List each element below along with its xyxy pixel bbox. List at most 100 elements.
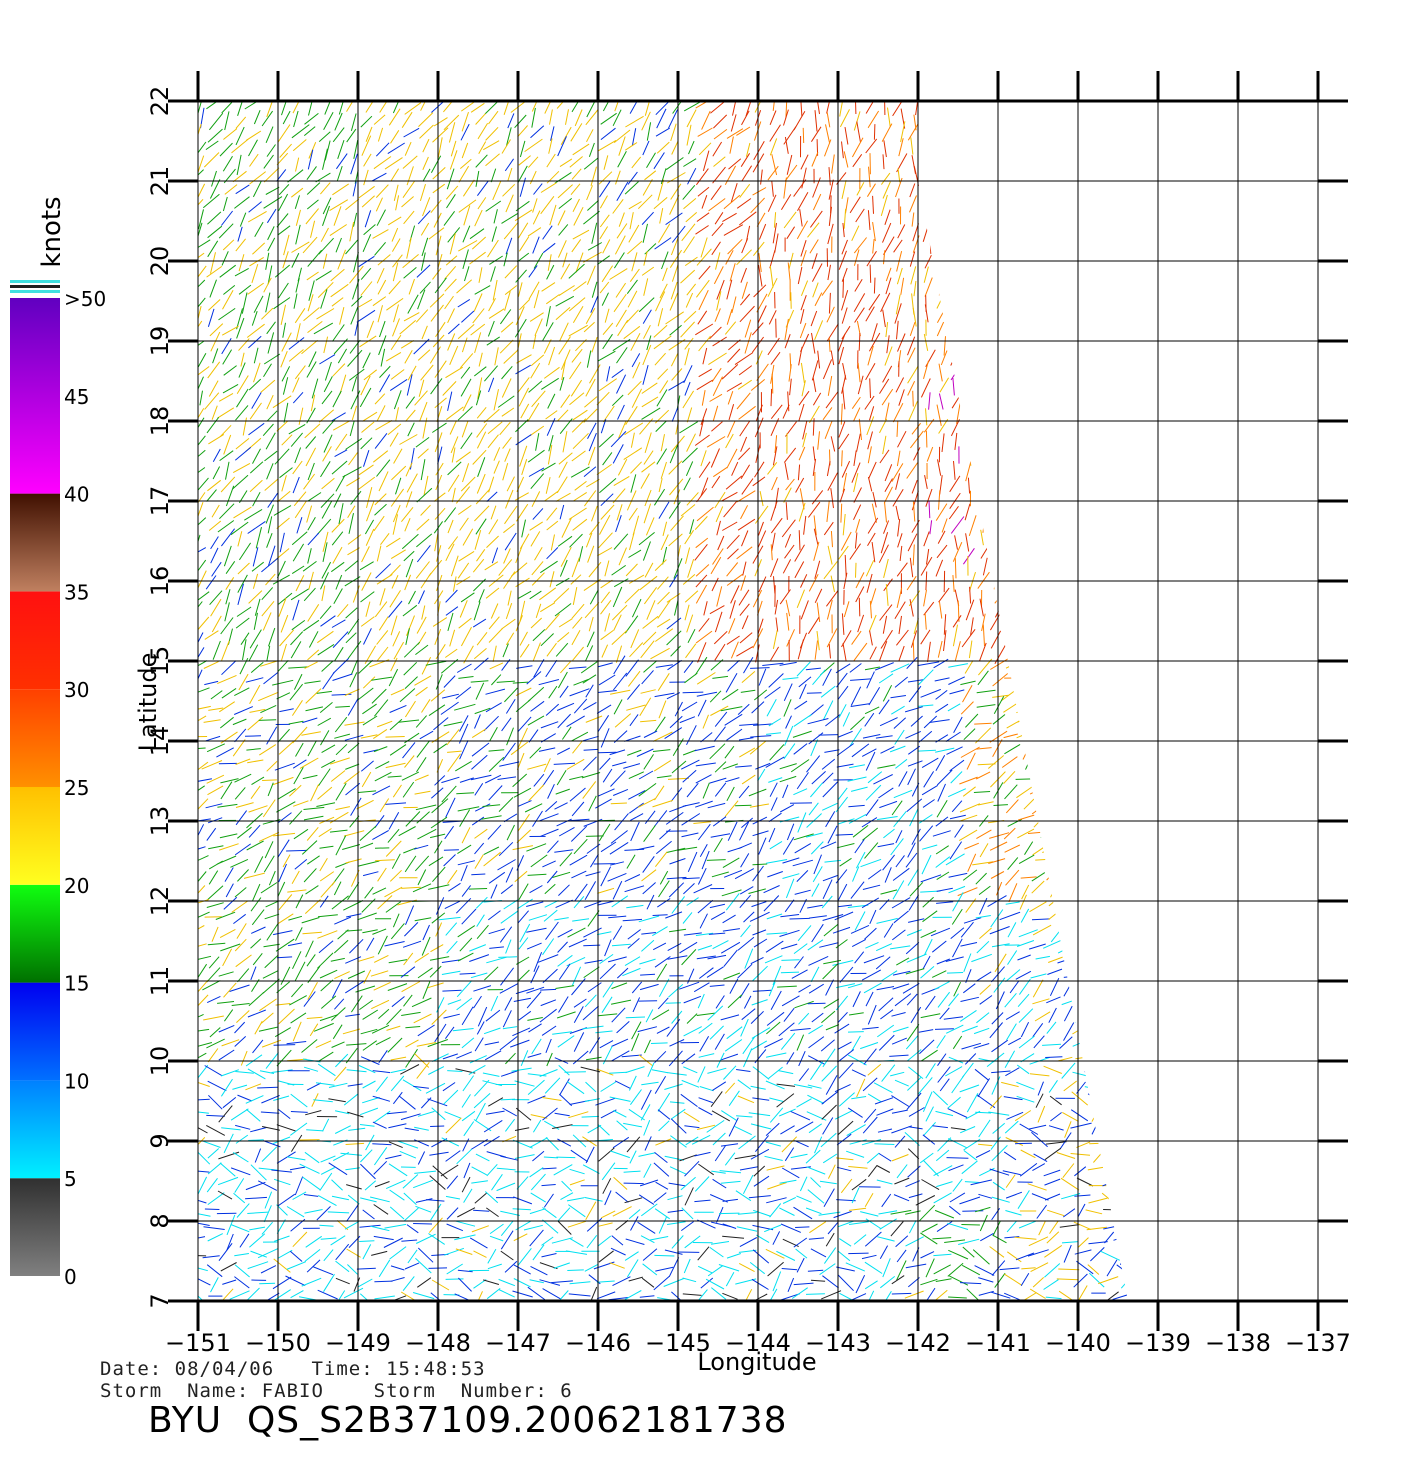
- wind-vector: [821, 895, 833, 909]
- wind-vector: [669, 292, 679, 311]
- wind-vector: [281, 643, 287, 661]
- wind-vector: [1008, 112, 1013, 129]
- wind-vector: [935, 1110, 954, 1117]
- wind-vector: [1092, 335, 1097, 357]
- wind-vector: [477, 377, 483, 399]
- wind-vector: [292, 391, 304, 404]
- wind-vector: [441, 785, 457, 803]
- wind-vector: [1112, 818, 1128, 827]
- wind-vector: [531, 491, 541, 508]
- wind-vector: [320, 995, 337, 1009]
- wind-vector: [372, 1143, 392, 1146]
- wind-vector: [330, 268, 345, 282]
- wind-vector: [444, 278, 457, 292]
- wind-vector: [1096, 444, 1099, 465]
- wind-vector: [234, 787, 246, 800]
- wind-vector: [686, 897, 699, 906]
- wind-vector: [557, 136, 567, 157]
- wind-vector: [443, 849, 459, 851]
- wind-vector: [682, 390, 695, 409]
- wind-vector: [752, 965, 768, 981]
- wind-vector: [800, 154, 809, 170]
- wind-vector: [948, 993, 959, 1007]
- wind-vector: [492, 180, 502, 201]
- wind-vector: [469, 228, 485, 240]
- wind-vector: [487, 434, 499, 449]
- wind-vector: [469, 944, 486, 952]
- wind-vector: [350, 153, 358, 175]
- wind-vector: [628, 224, 640, 243]
- wind-vector: [962, 684, 973, 703]
- wind-vector: [290, 641, 302, 659]
- wind-vector: [968, 515, 977, 537]
- wind-vector: [331, 297, 344, 307]
- wind-vector: [669, 324, 682, 336]
- wind-vector: [976, 747, 992, 750]
- wind-vector: [208, 956, 220, 969]
- wind-vector: [499, 339, 514, 354]
- wind-vector: [461, 142, 469, 159]
- wind-vector: [666, 630, 682, 646]
- wind-vector: [1124, 445, 1128, 466]
- wind-vector: [977, 290, 989, 311]
- wind-vector: [365, 126, 373, 142]
- wind-vector: [320, 730, 330, 746]
- wind-vector: [1007, 857, 1019, 871]
- wind-vector: [271, 1069, 293, 1073]
- wind-vector: [920, 629, 931, 645]
- wind-vector: [681, 949, 697, 966]
- wind-vector: [372, 229, 389, 239]
- wind-vector: [1026, 472, 1031, 492]
- wind-vector: [389, 704, 407, 713]
- wind-vector: [517, 716, 532, 733]
- wind-vector: [951, 908, 963, 925]
- wind-vector: [415, 715, 427, 728]
- wind-vector: [808, 573, 819, 592]
- wind-vector: [710, 556, 722, 575]
- wind-vector: [348, 512, 354, 534]
- wind-vector: [404, 518, 411, 532]
- wind-vector: [447, 519, 454, 534]
- wind-vector: [264, 955, 279, 969]
- wind-vector: [374, 432, 388, 449]
- wind-vector: [1090, 717, 1106, 733]
- wind-vector: [908, 1126, 923, 1130]
- wind-vector: [302, 774, 318, 780]
- wind-vector: [459, 809, 471, 827]
- wind-vector: [331, 895, 349, 910]
- wind-vector: [665, 1002, 681, 1004]
- wind-vector: [643, 754, 654, 770]
- wind-vector: [488, 377, 495, 393]
- wind-vector: [808, 983, 824, 994]
- wind-vector: [639, 983, 659, 991]
- wind-vector: [247, 1009, 266, 1018]
- wind-vector: [1011, 275, 1017, 295]
- wind-vector: [422, 924, 430, 941]
- wind-vector: [923, 531, 930, 547]
- wind-vector: [586, 631, 595, 648]
- wind-vector: [462, 249, 469, 270]
- wind-vector: [854, 307, 865, 323]
- wind-vector: [697, 186, 710, 197]
- wind-vector: [1084, 976, 1106, 978]
- wind-vector: [1031, 872, 1046, 882]
- wind-vector: [1063, 975, 1078, 978]
- wind-vector: [273, 1044, 296, 1046]
- wind-vector: [688, 140, 695, 155]
- wind-vector: [236, 923, 247, 939]
- wind-vector: [292, 460, 303, 475]
- wind-vector: [867, 476, 873, 492]
- wind-vector: [390, 657, 398, 672]
- wind-vector: [540, 560, 558, 574]
- wind-vector: [898, 645, 905, 661]
- wind-vector: [701, 390, 706, 406]
- wind-vector: [915, 101, 919, 116]
- wind-vector: [699, 419, 705, 437]
- wind-vector: [373, 728, 388, 740]
- wind-vector: [277, 788, 296, 800]
- wind-vector: [385, 802, 407, 805]
- wind-vector: [221, 660, 237, 676]
- wind-vector: [251, 263, 259, 284]
- wind-vector: [951, 800, 963, 813]
- wind-vector: [713, 726, 726, 742]
